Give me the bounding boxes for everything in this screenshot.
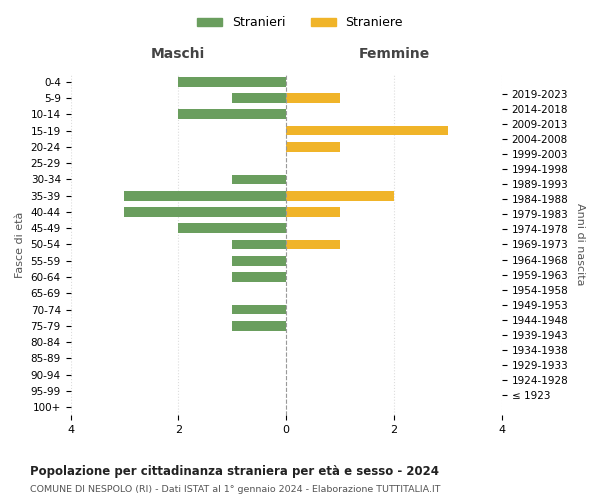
Bar: [232, 272, 286, 282]
Bar: [286, 191, 394, 200]
Bar: [178, 110, 286, 119]
Bar: [124, 191, 286, 200]
Bar: [232, 240, 286, 250]
Text: Maschi: Maschi: [151, 46, 205, 60]
Bar: [124, 207, 286, 217]
Bar: [178, 224, 286, 233]
Bar: [232, 256, 286, 266]
Bar: [232, 93, 286, 103]
Legend: Stranieri, Straniere: Stranieri, Straniere: [192, 11, 408, 34]
Bar: [286, 240, 340, 250]
Bar: [178, 77, 286, 86]
Bar: [286, 93, 340, 103]
Bar: [286, 142, 340, 152]
Y-axis label: Anni di nascita: Anni di nascita: [575, 203, 585, 285]
Y-axis label: Fasce di età: Fasce di età: [15, 212, 25, 278]
Text: Popolazione per cittadinanza straniera per età e sesso - 2024: Popolazione per cittadinanza straniera p…: [30, 465, 439, 478]
Text: Femmine: Femmine: [358, 46, 430, 60]
Bar: [232, 174, 286, 184]
Bar: [232, 304, 286, 314]
Bar: [286, 207, 340, 217]
Bar: [232, 321, 286, 330]
Text: COMUNE DI NESPOLO (RI) - Dati ISTAT al 1° gennaio 2024 - Elaborazione TUTTITALIA: COMUNE DI NESPOLO (RI) - Dati ISTAT al 1…: [30, 485, 440, 494]
Bar: [286, 126, 448, 136]
